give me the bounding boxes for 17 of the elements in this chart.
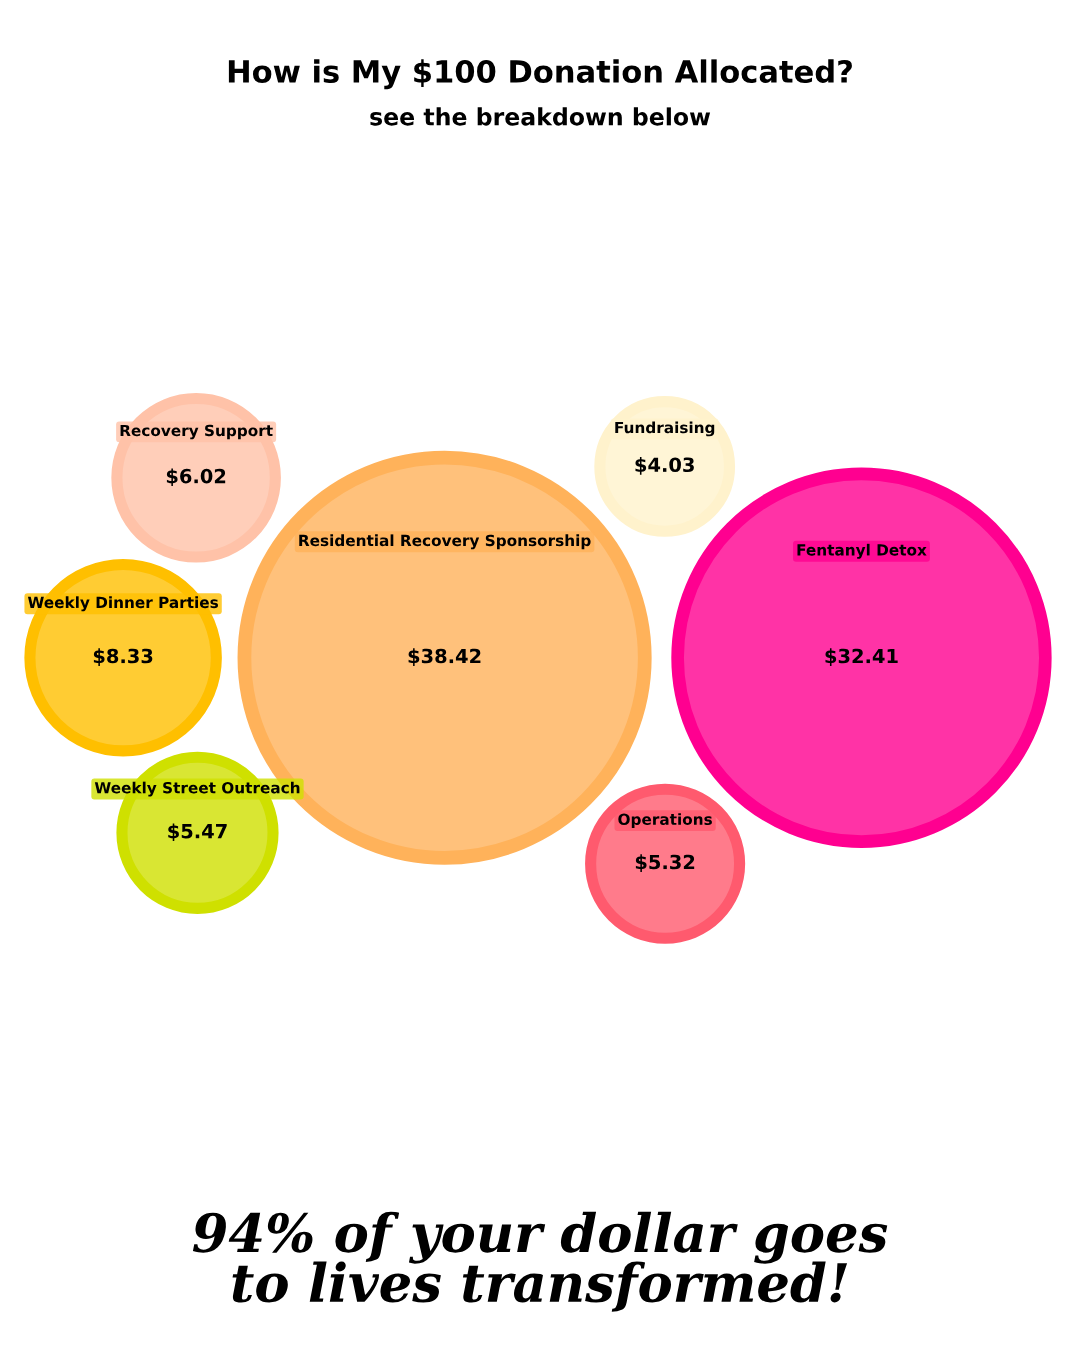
- data-label: $38.42: [408, 648, 481, 666]
- text: How is My $100 Donation Allocated?: [228, 59, 852, 90]
- category-label: Operations: [618, 813, 712, 828]
- category-label: Fundraising: [615, 421, 715, 437]
- data-label: $5.47: [168, 823, 227, 842]
- category-label: Fentanyl Detox: [797, 543, 927, 559]
- category-label: Recovery Support: [120, 424, 273, 440]
- category-label: Weekly Street Outreach: [94, 781, 300, 797]
- data-label: $4.03: [635, 457, 694, 475]
- data-label: $5.32: [635, 854, 695, 872]
- text: 94% of your dollar goes to lives transformed!: [192, 1211, 888, 1312]
- data-label: $32.41: [825, 648, 898, 666]
- category-label: Residential Recovery Sponsorship: [299, 534, 591, 550]
- text: see the breakdown below: [370, 107, 711, 126]
- data-label: $8.33: [93, 648, 153, 666]
- category-label: Weekly Dinner Parties: [27, 596, 218, 612]
- data-label: $6.02: [166, 468, 226, 487]
